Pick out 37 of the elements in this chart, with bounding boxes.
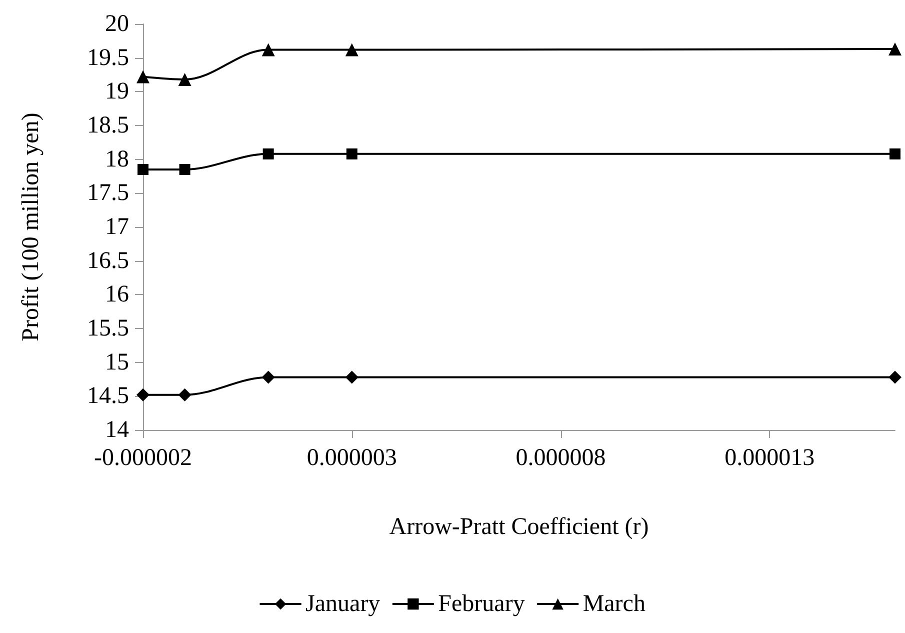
point: [178, 388, 192, 402]
point: [888, 370, 902, 384]
point: [262, 43, 275, 56]
point: [178, 72, 192, 86]
y-tick-label: 15.5: [87, 316, 129, 342]
y-tick-label: 14: [105, 417, 129, 443]
point: [136, 388, 150, 402]
point: [138, 164, 148, 175]
x-tick-label: 0.000003: [306, 445, 397, 471]
y-tick-label: 14.5: [87, 383, 129, 410]
y-axis-title: Profit (100 million yen): [18, 112, 44, 342]
y-tick-label: 17: [105, 214, 129, 240]
y-tick-label: 19.5: [87, 44, 129, 71]
x-tick-label: -0.000002: [94, 445, 192, 471]
y-tick-label: 18.5: [87, 112, 129, 138]
point: [136, 70, 150, 84]
point: [890, 148, 900, 160]
y-tick-label: 17.5: [87, 180, 129, 206]
point: [262, 370, 275, 384]
point: [345, 370, 358, 384]
legend-label: March: [582, 591, 646, 617]
y-tick-label: 19: [105, 78, 129, 105]
y-tick-label: 16: [105, 282, 129, 308]
point: [179, 164, 190, 175]
legend-label: January: [306, 591, 380, 617]
x-tick-label: 0.000013: [724, 445, 815, 471]
legend-label: February: [438, 591, 525, 617]
x-axis-title: Arrow-Pratt Coefficient (r): [389, 514, 649, 540]
point: [345, 43, 358, 56]
y-tick-label: 16.5: [87, 248, 129, 274]
point: [888, 42, 902, 56]
y-tick-label: 20: [105, 11, 129, 37]
point: [262, 148, 274, 160]
x-tick-label: 0.000008: [516, 445, 606, 471]
y-tick-label: 15: [105, 349, 129, 376]
y-tick-label: 18: [105, 146, 129, 172]
point: [346, 148, 358, 160]
